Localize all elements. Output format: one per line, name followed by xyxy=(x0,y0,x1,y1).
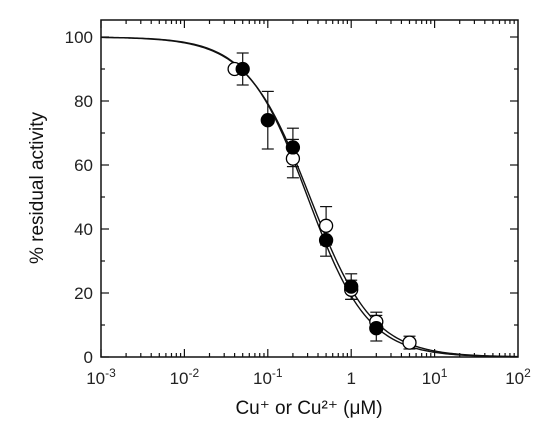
x-tick-label-base: 10 xyxy=(86,369,105,388)
x-tick-label: 10-1 xyxy=(253,366,283,388)
filled-circle-point xyxy=(235,61,250,77)
open-circle-point xyxy=(402,335,417,350)
x-tick-label-base: 10 xyxy=(422,369,441,388)
x-tick-label: 101 xyxy=(422,366,448,388)
fit-curve-1 xyxy=(100,36,519,358)
x-tick-label: 102 xyxy=(505,366,531,388)
x-tick-label: 1 xyxy=(346,369,355,388)
x-tick-label: 10-2 xyxy=(170,366,200,388)
filled-circle-point xyxy=(318,233,334,248)
y-axis-title: % residual activity xyxy=(27,111,48,264)
y-tick-label: 20 xyxy=(74,284,93,303)
x-tick-label-base: 10 xyxy=(170,369,189,388)
x-tick-label-exponent: -3 xyxy=(105,366,116,380)
y-tick-label: 40 xyxy=(74,220,93,239)
x-tick-label-exponent: 1 xyxy=(441,366,448,380)
x-tick-label-exponent: -1 xyxy=(272,366,283,380)
x-axis-title: Cu⁺ or Cu²⁺ (μM) xyxy=(235,398,382,419)
filled-circle-point xyxy=(260,113,275,128)
filled-circle-point xyxy=(285,140,301,155)
fit-curve-2 xyxy=(100,36,519,358)
x-tick-label-base: 10 xyxy=(253,369,272,388)
x-tick-label-base: 10 xyxy=(505,369,524,388)
axis-ticks xyxy=(100,20,518,358)
y-tick-label: 60 xyxy=(74,156,93,175)
x-tick-label: 10-3 xyxy=(86,366,116,388)
plot-frame xyxy=(100,19,519,358)
x-tick-label-base: 1 xyxy=(346,369,355,388)
filled-circle-point xyxy=(369,321,384,336)
y-tick-label: 80 xyxy=(74,92,93,111)
filled-circle-point xyxy=(344,279,359,294)
y-tick-label: 100 xyxy=(65,28,93,47)
x-tick-label-exponent: 2 xyxy=(524,366,531,380)
x-tick-label-exponent: -2 xyxy=(189,366,200,380)
open-circle-point xyxy=(318,218,334,233)
y-tick-label: 0 xyxy=(84,348,93,367)
data-points xyxy=(227,61,417,350)
fit-curves xyxy=(100,36,519,358)
